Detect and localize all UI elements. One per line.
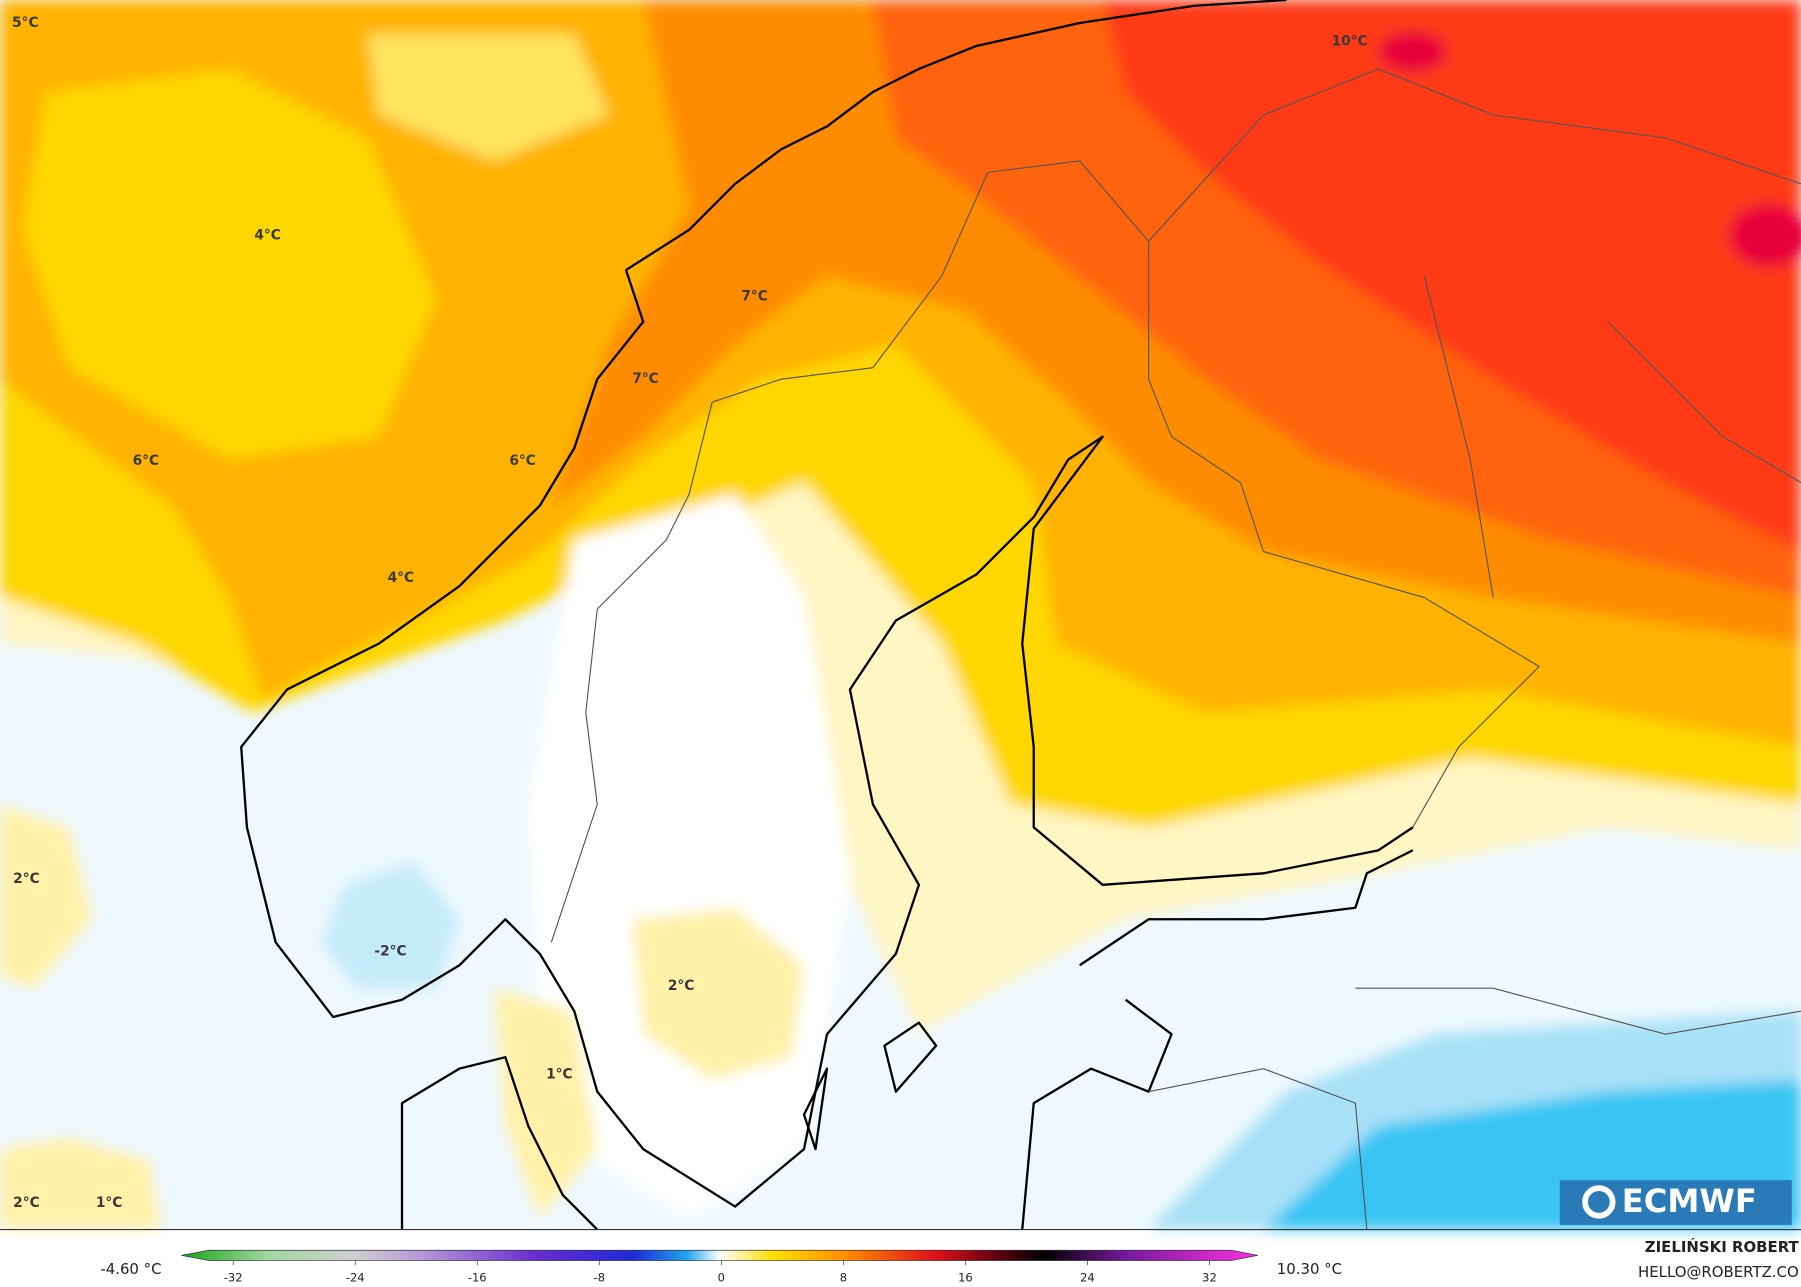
temperature-label: 2°C — [668, 978, 695, 994]
temperature-label: 1°C — [546, 1066, 573, 1082]
temperature-label: 10°C — [1332, 33, 1368, 49]
colorbar-tick-label: 24 — [1080, 1270, 1095, 1284]
temperature-labels: 5°C 4°C 6°C 6°C 4°C 2°C -2°C 2°C 1°C 2°C 1°C 10°C 7°… — [12, 15, 1368, 1211]
colorbar-tick-label: 16 — [958, 1270, 973, 1284]
colorbar-tick-label: -8 — [594, 1270, 605, 1284]
borders — [550, 68, 1801, 1230]
colorbar-tick-label: 32 — [1202, 1270, 1217, 1284]
logo-text: ECMWF — [1622, 1182, 1757, 1220]
colorbar-min: -4.60 °C — [100, 1260, 161, 1278]
temperature-label: 2°C — [13, 1195, 40, 1211]
temperature-label: 4°C — [388, 570, 415, 586]
temperature-label: -2°C — [374, 943, 406, 959]
colorbar-scale — [181, 1249, 1258, 1261]
ecmwf-logo: ECMWF — [1559, 1180, 1792, 1225]
temperature-label: 6°C — [509, 453, 536, 469]
temperature-label: 1°C — [96, 1195, 123, 1211]
temperature-label: 6°C — [133, 453, 160, 469]
temperature-label: 4°C — [254, 228, 281, 244]
author: ZIELIŃSKI ROBERT — [1645, 1238, 1800, 1256]
temperature-label: 5°C — [12, 15, 39, 31]
colorbar: -4.60 °C 10.30 °C -32 -24 -16 -8 0 8 16 24 32 — [100, 1249, 1342, 1284]
temperature-label: 2°C — [13, 871, 40, 887]
colorbar-tick-label: -24 — [346, 1270, 365, 1284]
colorbar-tick-label: 0 — [718, 1270, 725, 1284]
colorbar-tick-label: -32 — [224, 1270, 243, 1284]
temperature-label: 7°C — [741, 288, 768, 304]
coastlines — [240, 0, 1414, 1231]
temperature-label: 7°C — [632, 371, 659, 387]
email: HELLO@ROBERTZ.CO — [1638, 1263, 1799, 1281]
colorbar-tick-label: -16 — [468, 1270, 487, 1284]
colorbar-max: 10.30 °C — [1277, 1260, 1342, 1278]
temperature-field — [0, 0, 1801, 1230]
colorbar-tick-label: 8 — [840, 1270, 847, 1284]
